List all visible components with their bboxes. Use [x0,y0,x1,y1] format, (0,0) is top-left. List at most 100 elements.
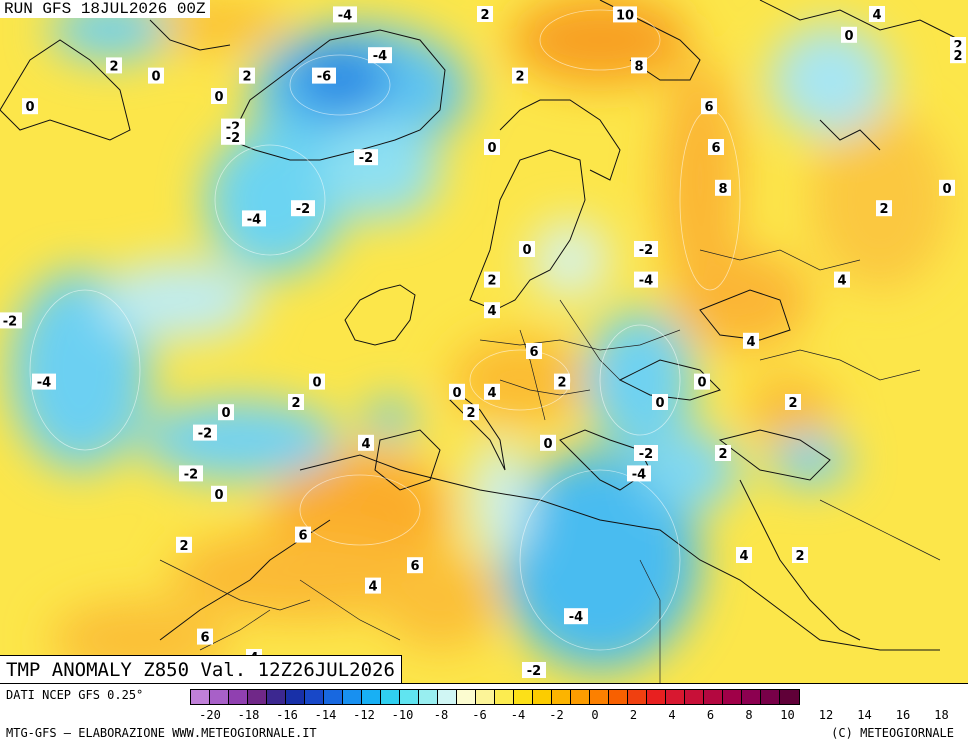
anomaly-field: 20002-4-4-6-2-2-2-4-22210806684022024-2-… [0,0,968,683]
legend-panel: DATI NCEP GFS 0.25° -20 -18 -16 -14 -12 -10 -8… [0,683,968,746]
contour-label-bg [484,271,500,288]
temperature-anomaly-map: 20002-4-4-6-2-2-2-4-22210806684022024-2-… [0,0,968,683]
contour-label-bg [694,373,710,390]
contour-label-text: -4 [247,212,261,227]
contour-label-text: 2 [953,39,962,54]
contour-label-bg [634,241,658,257]
contour-label-text: -4 [338,8,352,23]
color-scale-tick: 18 [934,708,949,722]
contour-label: 4 [743,332,759,350]
color-scale-tick: 8 [745,708,753,722]
contour-label-text: -2 [359,151,373,166]
run-label: RUN GFS 18JUL2026 00Z [0,0,210,18]
contour-label-text: 2 [179,539,188,554]
contour-label-text: 0 [214,488,223,503]
contour-label: 0 [652,394,668,411]
contour-label-bg [463,404,479,421]
contour-label-text: 2 [291,396,300,411]
contour-label-bg [211,88,227,104]
color-swatch [324,690,343,704]
contour-label-bg [368,47,392,64]
contour-label-text: 2 [480,8,489,23]
contour-label: 0 [694,373,710,391]
contour-label: 0 [211,485,227,503]
contour-label-bg [554,373,570,390]
contour-label-bg [176,536,192,553]
contour-label: 2 [785,394,801,411]
color-swatch [704,690,723,704]
contour-label: 0 [484,139,500,156]
contour-label-bg [631,57,647,74]
contour-label-text: 2 [795,549,804,564]
contour-label: -2 [0,312,22,329]
contour-label-bg [484,139,500,155]
contour-label: 0 [211,88,227,105]
contour-label: 0 [449,383,465,401]
contour-label: 0 [309,373,325,391]
contour-label-bg [939,179,955,196]
contour-label-text: 0 [844,29,853,44]
contour-label-text: -2 [226,131,240,146]
contour-label-text: 2 [557,376,566,391]
contour-label-bg [708,139,724,155]
color-swatch [210,690,229,704]
color-swatch [780,690,799,704]
contour-label-bg [32,373,56,390]
contour-label: 6 [197,628,213,646]
contour-label-text: 0 [697,376,706,391]
contour-label-bg [634,445,658,461]
contour-label-text: 4 [487,386,496,401]
contour-label: 10 [613,6,637,23]
contour-label: -2 [634,445,658,462]
contour-label: -2 [179,465,203,482]
contour-label: 2 [106,57,122,74]
color-swatch [191,690,210,704]
contour-label-text: 2 [466,406,475,421]
color-swatch [571,690,590,704]
color-swatch [514,690,533,704]
contour-label: 2 [554,373,570,391]
contour-label-text: 2 [788,396,797,411]
contour-label-bg [834,271,850,288]
contour-label: -2 [291,200,315,217]
contour-label-text: 6 [711,141,720,156]
contour-label-bg [242,210,266,227]
contour-label: 0 [841,26,857,44]
contour-label-text: -2 [296,202,310,217]
contour-label-bg [613,6,637,23]
contour-label-bg [743,332,759,349]
contour-label: 0 [540,434,556,452]
credit-left: MTG-GFS — ELABORAZIONE WWW.METEOGIORNALE… [6,726,317,740]
color-scale-tick: 0 [591,708,599,722]
contour-label-bg [295,526,311,543]
color-swatch [533,690,552,704]
contour-label-text: -2 [639,243,653,258]
contour-label: -4 [32,373,56,391]
color-scale-tick: -20 [199,708,221,722]
contour-label: 2 [715,445,731,462]
contour-label-bg [715,445,731,461]
contour-label-text: -4 [569,610,583,625]
color-swatch [590,690,609,704]
contour-label-bg [333,6,357,23]
color-scale-tick: -6 [472,708,487,722]
contour-label: 0 [519,241,535,258]
color-swatch [628,690,647,704]
contour-label-bg [22,98,38,115]
color-swatch [286,690,305,704]
contour-label-text: -2 [184,467,198,482]
contour-label-text: 6 [410,559,419,574]
color-swatch [305,690,324,704]
contour-label-text: 2 [515,70,524,85]
contour-label: -2 [522,662,546,679]
contour-label-bg [309,373,325,390]
contour-label-bg [785,394,801,410]
contour-label: -2 [354,149,378,166]
contour-label: 0 [218,404,234,421]
contour-label-text: 4 [368,580,377,595]
contour-label: -4 [368,47,392,64]
contour-label-text: 2 [487,274,496,289]
color-scale-tick: -2 [549,708,564,722]
contour-label-bg [484,383,500,400]
contour-label: -4 [333,6,357,23]
